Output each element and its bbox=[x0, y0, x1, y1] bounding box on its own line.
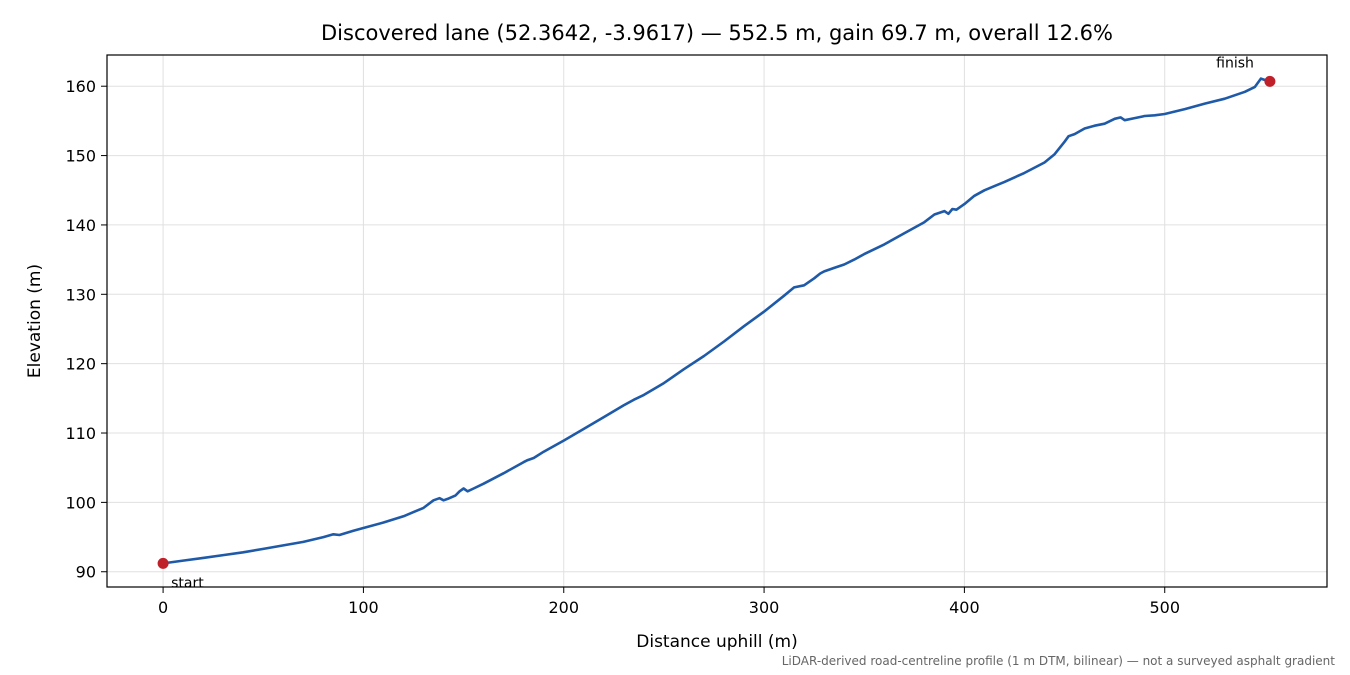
y-tick-label: 100 bbox=[65, 493, 96, 512]
x-tick-label: 300 bbox=[749, 598, 780, 617]
start-marker bbox=[157, 557, 169, 569]
finish-label: finish bbox=[1216, 55, 1254, 71]
plot-frame bbox=[106, 54, 1328, 588]
start-label: start bbox=[171, 575, 204, 591]
y-tick-label: 150 bbox=[65, 147, 96, 166]
x-tick-label: 0 bbox=[158, 598, 168, 617]
x-tick-label: 400 bbox=[949, 598, 980, 617]
finish-marker bbox=[1264, 75, 1276, 87]
footnote: LiDAR-derived road-centreline profile (1… bbox=[782, 654, 1336, 668]
x-tick-label: 100 bbox=[348, 598, 379, 617]
x-axis-label: Distance uphill (m) bbox=[636, 632, 797, 652]
grid-lines bbox=[107, 55, 1327, 587]
axis-ticks: 0 100 200 300 400 500 90 100 110 120 130 140 150 160 bbox=[65, 77, 1180, 617]
y-tick-label: 110 bbox=[65, 424, 96, 443]
y-tick-label: 130 bbox=[65, 285, 96, 304]
y-tick-label: 140 bbox=[65, 216, 96, 235]
x-tick-label: 500 bbox=[1149, 598, 1180, 617]
series-layer bbox=[161, 77, 1271, 565]
endpoint-markers: start finish bbox=[157, 55, 1276, 591]
elevation-line bbox=[161, 77, 1271, 565]
y-tick-label: 120 bbox=[65, 355, 96, 374]
y-tick-label: 90 bbox=[76, 563, 96, 582]
chart-title: Discovered lane (52.3642, -3.9617) — 552… bbox=[321, 21, 1113, 45]
x-tick-label: 200 bbox=[548, 598, 579, 617]
y-axis-label: Elevation (m) bbox=[25, 264, 45, 378]
y-tick-label: 160 bbox=[65, 77, 96, 96]
